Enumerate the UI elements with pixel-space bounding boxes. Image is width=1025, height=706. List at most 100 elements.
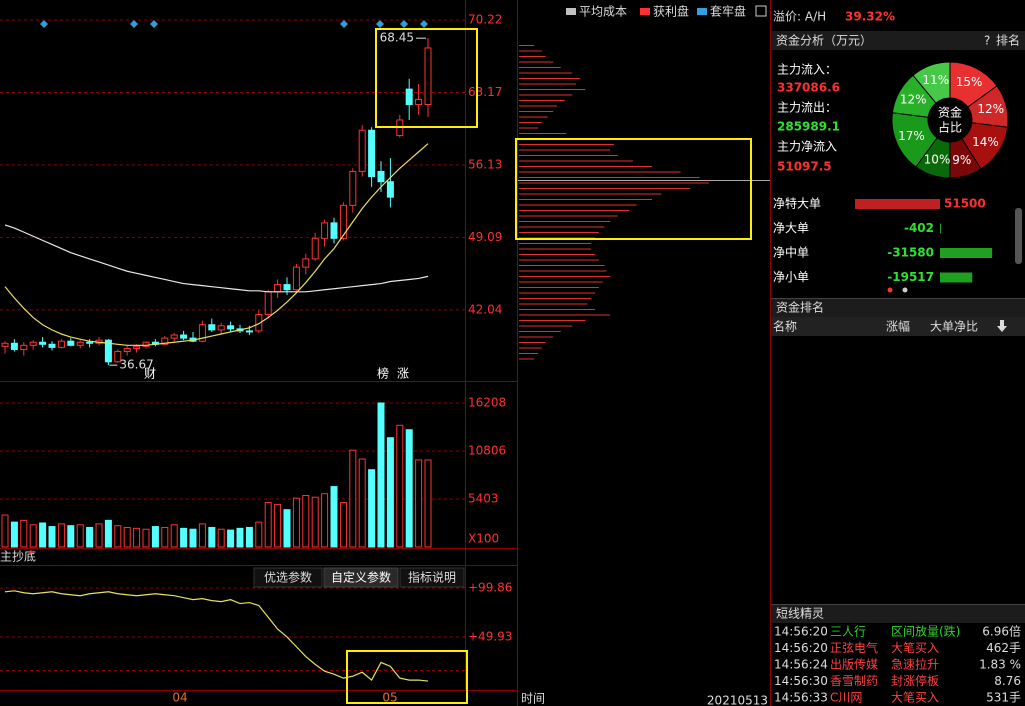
value: 337086.6 <box>777 81 840 95</box>
candle-body <box>292 266 300 291</box>
candle-body <box>114 350 122 363</box>
volume-bar <box>349 449 357 548</box>
x-tick-label: 05 <box>382 691 397 705</box>
volume-bar <box>114 525 122 548</box>
candle-body <box>405 88 413 106</box>
button[interactable] <box>323 567 399 588</box>
candle-body <box>10 342 18 350</box>
legend-swatch <box>640 8 650 15</box>
label: 主力流出： <box>777 101 837 115</box>
candle-body <box>264 291 272 315</box>
value: 51097.5 <box>777 160 832 174</box>
candle-body <box>415 98 423 106</box>
column[interactable]: 涨幅 <box>886 319 910 334</box>
candle-body <box>217 325 225 331</box>
date: 20210513 <box>707 694 768 706</box>
candle-body <box>349 170 357 206</box>
event-marker: 涨 <box>397 366 409 381</box>
volume-bar <box>292 497 300 548</box>
high-label: 68.45 <box>380 31 414 45</box>
event: 区间放量(跌) <box>891 624 960 639</box>
volume-bar <box>245 526 253 548</box>
diamond <box>376 20 384 28</box>
candle-body <box>227 325 235 330</box>
scrollbar[interactable] <box>1015 208 1022 264</box>
premium-label: 溢价: A/H <box>773 10 826 24</box>
panel-header <box>771 299 1025 317</box>
indicator-name: 主抄底 <box>0 549 36 564</box>
event: 封涨停板 <box>891 673 939 688</box>
volume-bar <box>405 429 413 548</box>
time: 14:56:30 <box>774 674 828 688</box>
time: 14:56:20 <box>774 625 828 639</box>
y-tick-label: 42.04 <box>468 302 502 316</box>
button-label[interactable]: 自定义参数 <box>331 570 391 585</box>
help[interactable]: ? <box>984 34 990 48</box>
volume-bar <box>1 514 9 548</box>
stock-name: 正弦电气 <box>830 640 878 655</box>
candle-body <box>386 181 394 198</box>
candle-body <box>255 313 263 332</box>
sort-arrow <box>997 320 1007 332</box>
diamond <box>150 20 158 28</box>
y-tick-label: 16208 <box>468 396 506 410</box>
candle-body <box>198 324 206 342</box>
volume-bar <box>321 493 329 548</box>
volume-bar <box>104 519 112 548</box>
label: 主力流入： <box>777 63 837 77</box>
net-bar <box>940 272 973 283</box>
event: 大笔买入 <box>891 640 939 655</box>
time-label: 时间 <box>521 692 545 706</box>
pie-label: 11% <box>922 73 949 87</box>
candle-body <box>104 339 112 363</box>
value: 285989.1 <box>777 120 840 134</box>
net-value: -31580 <box>887 246 934 260</box>
volume-bar <box>227 529 235 548</box>
dot <box>29 550 33 554</box>
button[interactable] <box>253 567 323 588</box>
volume-bar <box>415 459 423 548</box>
legend-label: 平均成本 <box>579 5 627 19</box>
net-value: -19517 <box>887 270 934 284</box>
volume-bar <box>255 521 263 548</box>
volume-bar <box>57 523 65 548</box>
button[interactable] <box>399 567 465 588</box>
volume-bar <box>264 502 272 548</box>
column[interactable]: 大单净比 <box>930 320 978 334</box>
event-marker: 财 <box>144 367 156 381</box>
column[interactable]: 名称 <box>773 319 797 334</box>
button-label[interactable]: 指标说明 <box>408 570 456 585</box>
event-marker: 榜 <box>377 366 389 381</box>
panel-title: 短线精灵 <box>776 607 824 621</box>
page-dot[interactable] <box>902 287 908 293</box>
net-bar <box>855 199 940 209</box>
volume-bar <box>377 402 385 548</box>
candle-body <box>57 340 65 348</box>
candle-body <box>424 47 432 106</box>
candle-body <box>1 342 9 347</box>
volume-bar <box>189 528 197 548</box>
ma-line <box>4 224 429 293</box>
candle-body <box>302 258 310 268</box>
candle-body <box>283 284 291 291</box>
icon[interactable] <box>755 5 767 17</box>
highlight-box <box>375 28 478 128</box>
candle-body <box>330 222 338 239</box>
candle-body <box>311 237 319 260</box>
volume-bar <box>396 424 404 548</box>
button-label[interactable]: 优选参数 <box>264 570 312 585</box>
legend-swatch <box>697 8 707 15</box>
candle-body <box>339 204 347 239</box>
event: 急速拉升 <box>891 657 939 672</box>
volume-bar <box>123 526 131 548</box>
page-dot[interactable] <box>887 287 893 293</box>
volume-bar <box>151 526 159 548</box>
rank-link[interactable]: 排名 <box>996 33 1020 48</box>
volume-bar <box>170 524 178 548</box>
volume-bar <box>274 503 282 548</box>
candle-body <box>161 337 169 345</box>
diamond <box>400 20 408 28</box>
table-header <box>771 317 1025 336</box>
